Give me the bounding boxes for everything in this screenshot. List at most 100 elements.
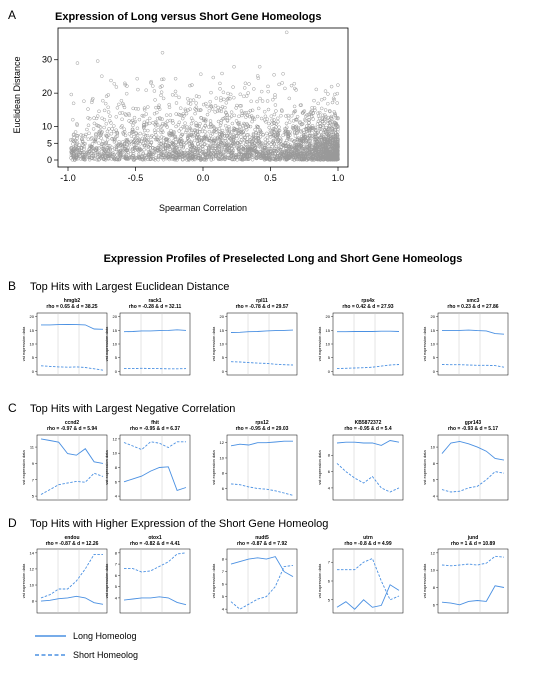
scatter-point [272, 73, 276, 77]
scatter-point [317, 150, 321, 154]
scatter-point [165, 153, 169, 157]
scatter-point [244, 115, 248, 119]
scatter-point [181, 144, 186, 149]
scatter-point [220, 71, 224, 76]
scatter-point [87, 131, 91, 136]
scatter-point [294, 124, 299, 129]
scatter-point [197, 138, 202, 143]
scatter-point [291, 110, 296, 115]
scatter-point [156, 135, 160, 140]
scatter-point [233, 128, 237, 133]
scatter-point [188, 145, 193, 149]
scatter-point [186, 153, 190, 157]
scatter-point [255, 125, 260, 129]
scatter-point [265, 99, 270, 103]
scatter-point [96, 150, 100, 154]
scatter-point [266, 89, 270, 94]
panel-c-label: C [8, 401, 17, 415]
scatter-point [279, 108, 284, 112]
scatter-point [194, 94, 199, 98]
scatter-point [224, 148, 228, 153]
scatter-point [191, 98, 196, 102]
scatter-point [216, 146, 220, 151]
scatter-point [270, 118, 274, 123]
scatter-point [225, 97, 230, 101]
scatter-point [282, 157, 287, 162]
scatter-point [90, 142, 95, 146]
plot-ytick-label: 10 [30, 342, 35, 347]
scatter-point [221, 143, 226, 148]
scatter-point [250, 155, 255, 159]
plot-ytick-label: 8 [222, 471, 225, 476]
scatter-point [171, 131, 175, 136]
scatter-point [184, 128, 189, 133]
scatter-point [211, 144, 215, 148]
scatter-point [146, 147, 150, 152]
scatter-point [82, 99, 86, 103]
scatter-point [329, 84, 334, 89]
scatter-point [170, 93, 175, 97]
short-homeolog-line [441, 471, 505, 493]
scatter-xtick-label: 0.0 [197, 173, 210, 183]
scatter-point [329, 114, 334, 119]
scatter-point [324, 148, 329, 153]
scatter-point [257, 153, 261, 157]
plot-frame [36, 312, 108, 376]
long-homeolog-line [41, 323, 104, 330]
scatter-point [183, 108, 188, 113]
scatter-point [236, 128, 241, 133]
plot-ylabel: vst expression data [317, 449, 322, 484]
scatter-point [336, 83, 340, 87]
scatter-point [303, 118, 308, 123]
scatter-point [178, 113, 182, 117]
scatter-point [130, 155, 134, 160]
scatter-point [248, 124, 253, 129]
scatter-point [230, 157, 234, 162]
scatter-point [318, 121, 322, 125]
plot-ytick-label: 15 [30, 328, 35, 333]
scatter-point [325, 128, 330, 133]
scatter-point [119, 125, 123, 130]
scatter-point [307, 121, 311, 125]
scatter-point [92, 121, 97, 126]
plot-ytick-label: 20 [113, 314, 118, 319]
scatter-point [141, 126, 146, 130]
long-homeolog-line [40, 438, 104, 464]
scatter-point [290, 151, 294, 155]
scatter-point [283, 127, 287, 131]
scatter-point [108, 148, 113, 152]
scatter-point [291, 126, 296, 130]
scatter-point [286, 116, 291, 121]
scatter-point [255, 152, 259, 156]
scatter-point [170, 118, 175, 123]
scatter-point [274, 134, 278, 139]
scatter-point [253, 141, 257, 145]
scatter-point [156, 128, 161, 132]
scatter-point [325, 139, 329, 143]
plot-ylabel: vst expression data [422, 449, 427, 484]
scatter-point [82, 147, 86, 151]
scatter-point [324, 115, 328, 119]
plot-gene-title: hmgb2 [64, 298, 81, 304]
scatter-point [75, 123, 79, 127]
scatter-point [109, 121, 113, 125]
scatter-point [303, 135, 308, 139]
scatter-point [205, 143, 210, 148]
scatter-point [115, 131, 119, 136]
scatter-point [174, 150, 178, 155]
scatter-point [264, 156, 269, 161]
scatter-point [307, 146, 312, 150]
scatter-point [200, 129, 205, 134]
scatter-point [159, 125, 163, 129]
scatter-point [220, 128, 225, 133]
scatter-point [271, 138, 276, 143]
scatter-point [207, 125, 211, 129]
scatter-point [207, 129, 212, 134]
scatter-point [135, 76, 139, 81]
plot-ytick-label: 20 [30, 314, 35, 319]
scatter-point [239, 109, 244, 113]
scatter-point [188, 83, 192, 88]
scatter-point [203, 134, 208, 139]
plot-ytick-label: 10 [326, 342, 331, 347]
scatter-point [308, 148, 312, 152]
